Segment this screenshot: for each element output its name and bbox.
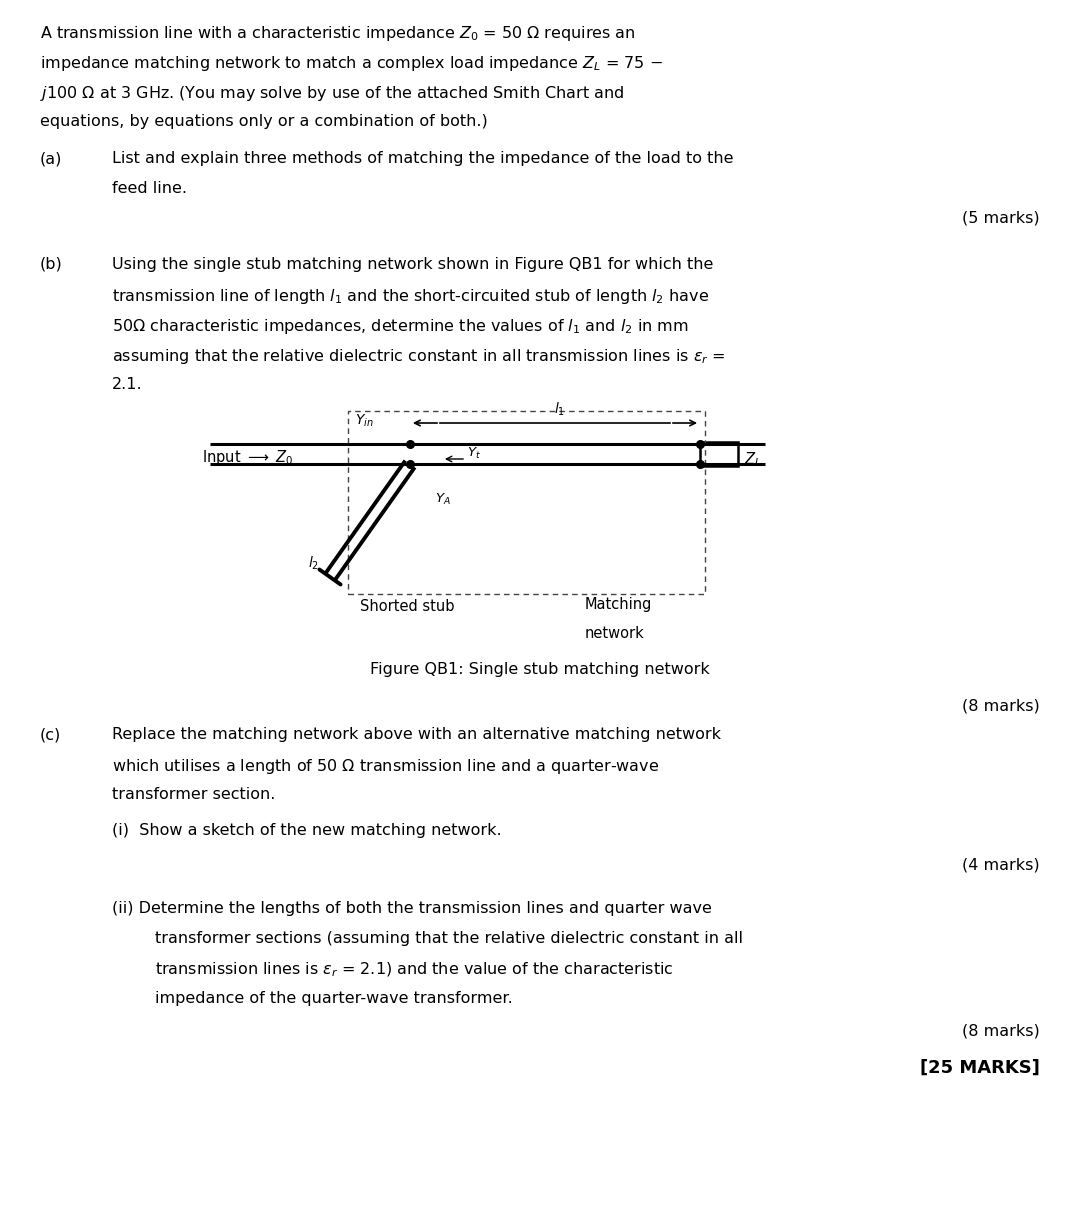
Text: (i)  Show a sketch of the new matching network.: (i) Show a sketch of the new matching ne… [112, 823, 501, 838]
Text: [25 MARKS]: [25 MARKS] [920, 1059, 1040, 1077]
Text: (c): (c) [40, 728, 62, 742]
Text: A transmission line with a characteristic impedance $Z_0$ = 50 $\Omega$ requires: A transmission line with a characteristi… [40, 25, 636, 43]
Text: impedance of the quarter-wave transformer.: impedance of the quarter-wave transforme… [156, 991, 513, 1007]
Text: Using the single stub matching network shown in Figure QB1 for which the: Using the single stub matching network s… [112, 257, 714, 272]
Text: $Z_L$: $Z_L$ [744, 450, 761, 468]
Text: Replace the matching network above with an alternative matching network: Replace the matching network above with … [112, 728, 721, 742]
Text: $j$100 $\Omega$ at 3 GHz. (You may solve by use of the attached Smith Chart and: $j$100 $\Omega$ at 3 GHz. (You may solve… [40, 84, 624, 103]
Text: $l_2$: $l_2$ [308, 556, 319, 573]
Text: (4 marks): (4 marks) [962, 857, 1040, 873]
Text: which utilises a length of 50 $\Omega$ transmission line and a quarter-wave: which utilises a length of 50 $\Omega$ t… [112, 757, 659, 775]
Text: $Y_{in}$: $Y_{in}$ [355, 413, 374, 429]
Text: List and explain three methods of matching the impedance of the load to the: List and explain three methods of matchi… [112, 151, 733, 166]
Text: transmission line of length $l_1$ and the short-circuited stub of length $l_2$ h: transmission line of length $l_1$ and th… [112, 288, 710, 306]
Text: (b): (b) [40, 257, 63, 272]
Text: network: network [585, 626, 645, 642]
Text: (ii) Determine the lengths of both the transmission lines and quarter wave: (ii) Determine the lengths of both the t… [112, 901, 712, 916]
Text: equations, by equations only or a combination of both.): equations, by equations only or a combin… [40, 114, 488, 129]
Text: $Y_t$: $Y_t$ [467, 445, 481, 461]
Text: impedance matching network to match a complex load impedance $Z_L$ = 75 $-$: impedance matching network to match a co… [40, 54, 663, 73]
Text: (8 marks): (8 marks) [962, 1023, 1040, 1039]
Text: 2.1.: 2.1. [112, 377, 143, 392]
Text: transformer section.: transformer section. [112, 787, 275, 803]
Text: Figure QB1: Single stub matching network: Figure QB1: Single stub matching network [370, 662, 710, 677]
Text: feed line.: feed line. [112, 181, 187, 195]
Text: assuming that the relative dielectric constant in all transmission lines is $\va: assuming that the relative dielectric co… [112, 347, 726, 366]
Text: transmission lines is $\varepsilon_r$ = 2.1) and the value of the characteristic: transmission lines is $\varepsilon_r$ = … [156, 961, 674, 980]
Text: $l_1$: $l_1$ [554, 401, 566, 418]
Text: transformer sections (assuming that the relative dielectric constant in all: transformer sections (assuming that the … [156, 932, 743, 946]
Text: $Y_A$: $Y_A$ [435, 492, 450, 508]
Text: Matching: Matching [585, 597, 652, 612]
Text: (a): (a) [40, 151, 63, 166]
Text: Shorted stub: Shorted stub [360, 599, 455, 614]
Text: Input $\longrightarrow$ $Z_0$: Input $\longrightarrow$ $Z_0$ [202, 449, 294, 467]
Text: (8 marks): (8 marks) [962, 699, 1040, 714]
Text: (5 marks): (5 marks) [962, 211, 1040, 226]
Text: 50$\Omega$ characteristic impedances, determine the values of $l_1$ and $l_2$ in: 50$\Omega$ characteristic impedances, de… [112, 317, 689, 336]
